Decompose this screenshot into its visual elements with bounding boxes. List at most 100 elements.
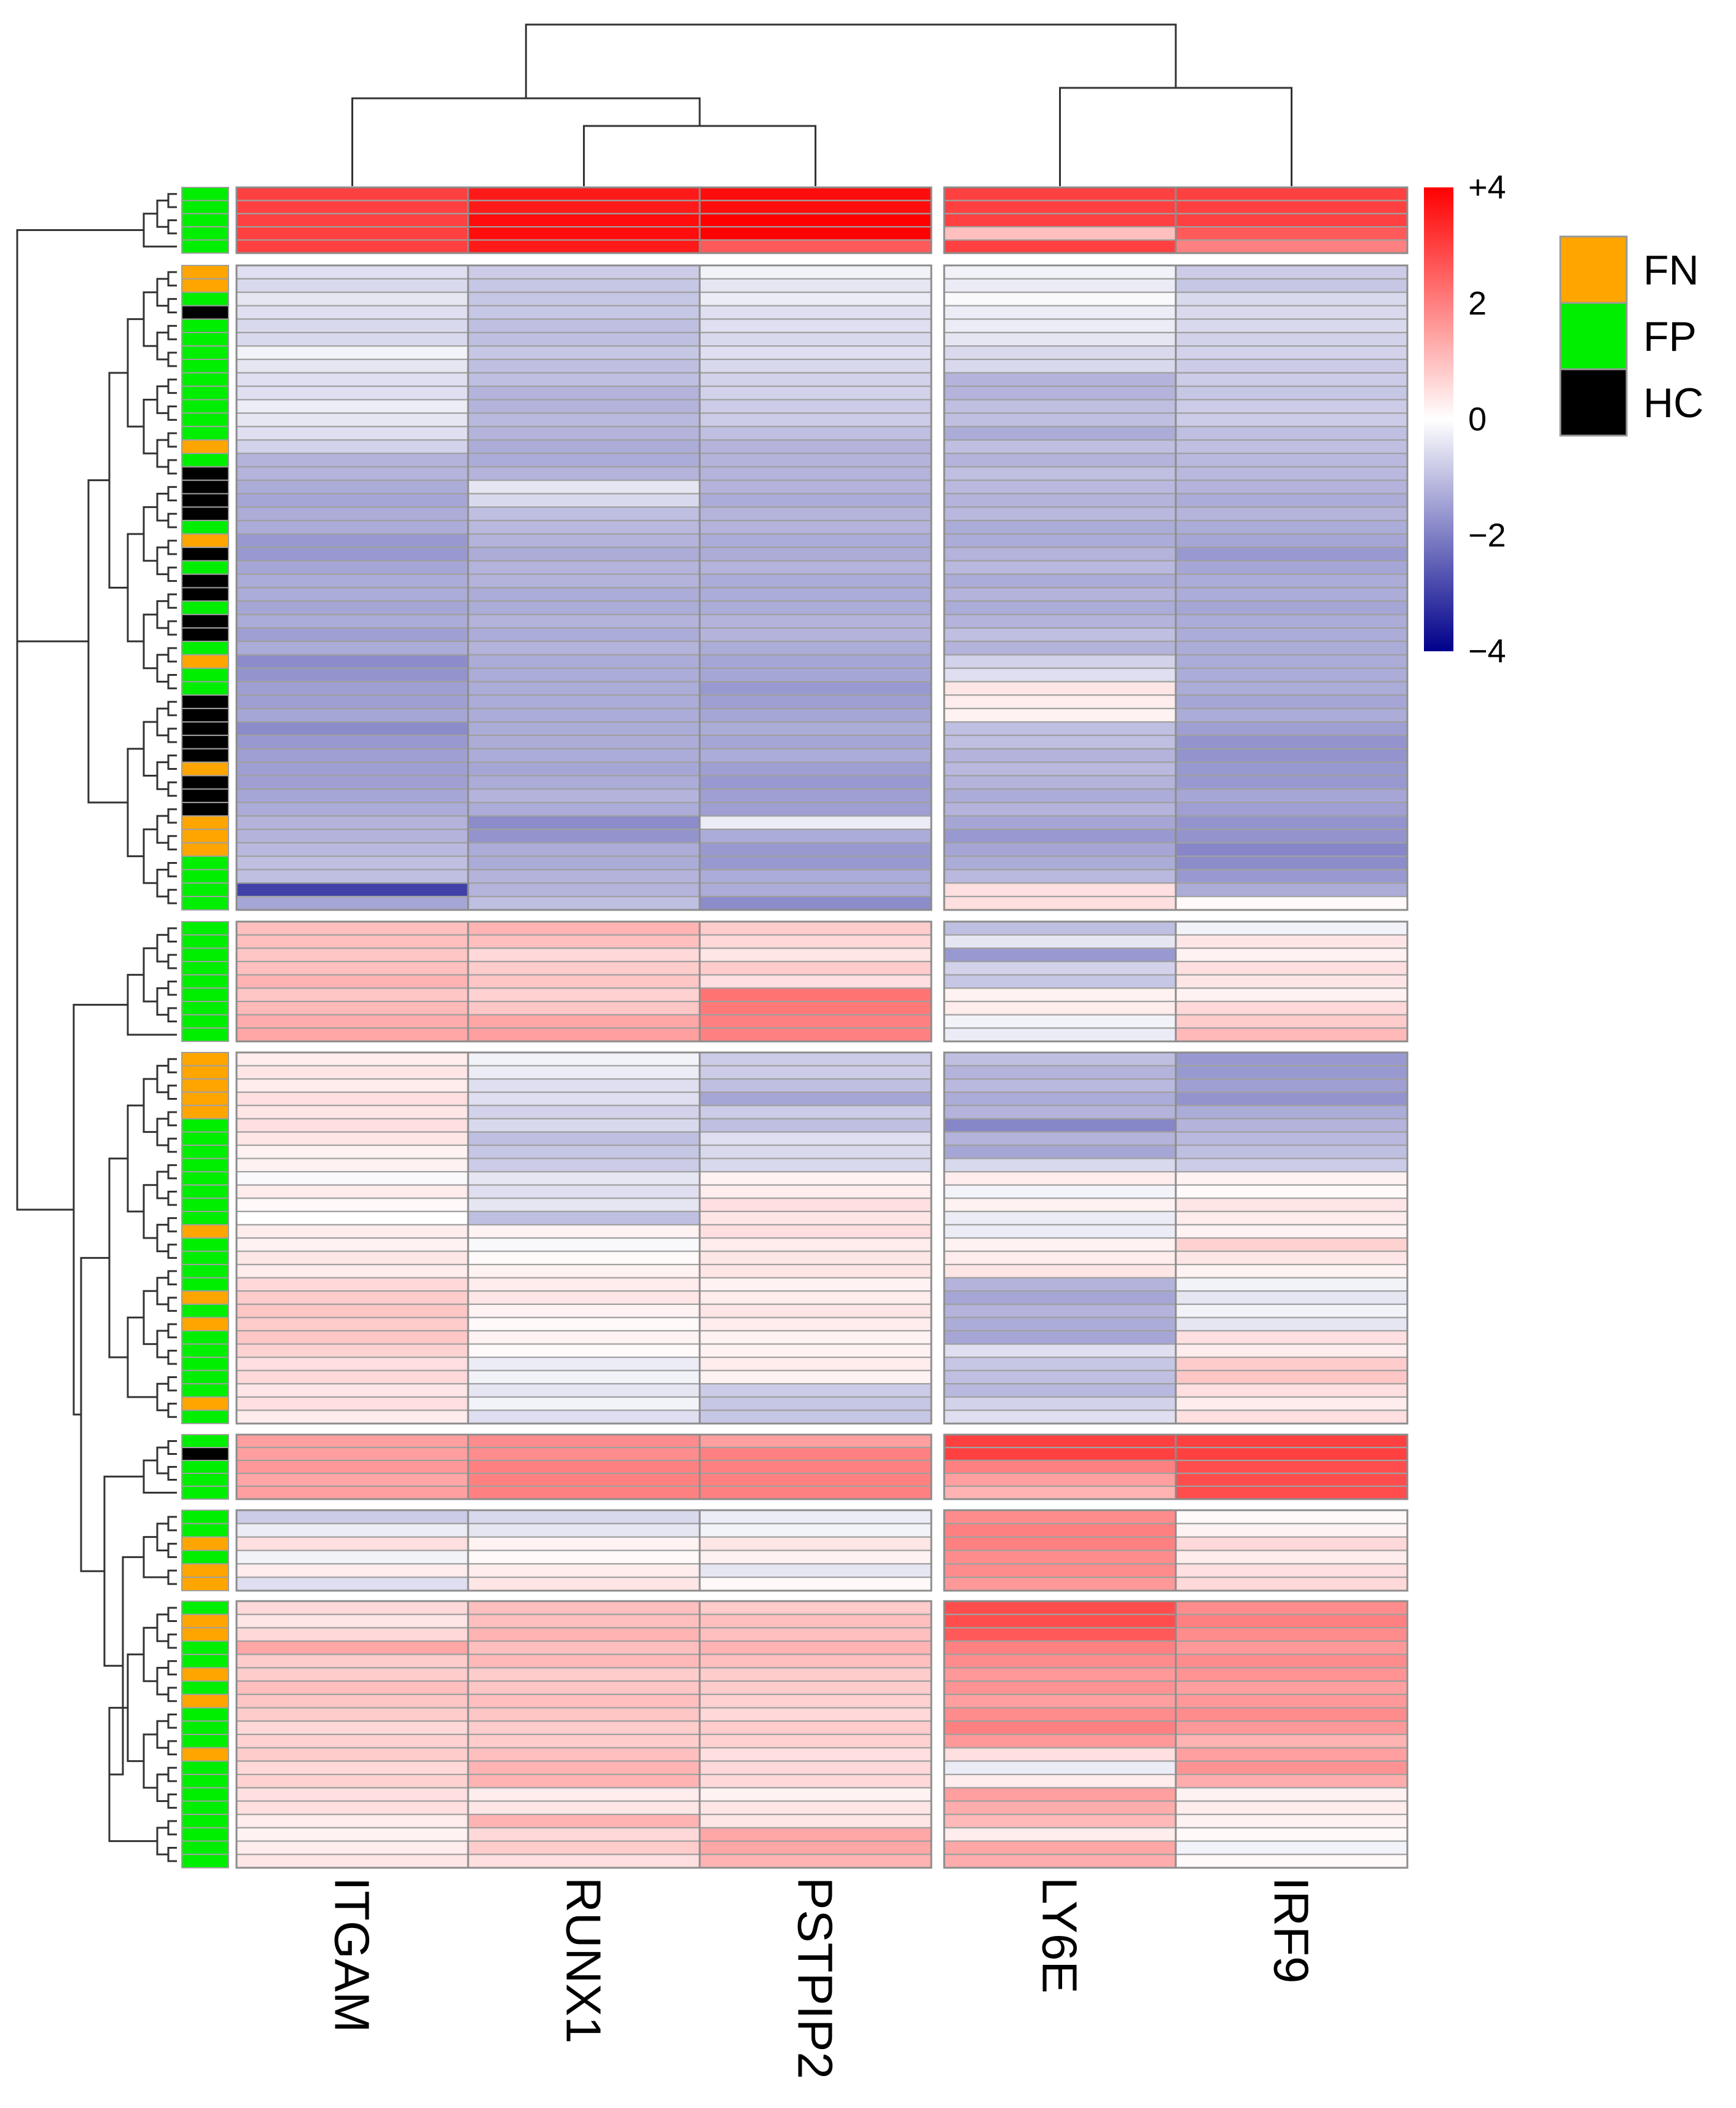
heatmap-cell [1175, 264, 1409, 280]
dendrogram-branch [167, 781, 177, 797]
heatmap-cell [235, 1627, 469, 1642]
column-label-ly6e: LY6E [1033, 1877, 1087, 1994]
heatmap-cell [1175, 332, 1409, 347]
heatmap-cell [698, 1409, 933, 1425]
heatmap-cell [1175, 1237, 1409, 1252]
heatmap-cell [1175, 734, 1409, 750]
heatmap-cell [235, 1854, 469, 1869]
heatmap-cell [1175, 1433, 1409, 1449]
annotation-cell [181, 452, 229, 468]
heatmap-cell [698, 1563, 933, 1578]
heatmap-cell [943, 1640, 1177, 1655]
heatmap-cell [235, 1065, 469, 1080]
annotation-cell [181, 1800, 229, 1816]
heatmap-cell [467, 1369, 701, 1385]
heatmap-cell [1175, 1814, 1409, 1828]
block-frame [235, 1433, 933, 1500]
heatmap-cell [235, 802, 469, 817]
heatmap-cell [943, 1693, 1177, 1709]
heatmap-cell [467, 573, 701, 589]
heatmap-cell [235, 1472, 469, 1487]
legend-swatch-fp [1559, 302, 1628, 370]
heatmap-cell [698, 1014, 933, 1029]
heatmap-cell [467, 761, 701, 777]
annotation-cell [181, 1814, 229, 1828]
heatmap-cell [943, 399, 1177, 414]
heatmap-cell [1175, 1369, 1409, 1385]
heatmap-cell [467, 896, 701, 911]
heatmap-cell [943, 200, 1177, 214]
annotation-cell [181, 1640, 229, 1655]
heatmap-cell [1175, 439, 1409, 455]
heatmap-cell [235, 947, 469, 963]
dendrogram-branch [156, 199, 168, 228]
block-frame [235, 920, 933, 1043]
heatmap-cell [235, 1210, 469, 1226]
heatmap-cell [235, 1396, 469, 1411]
heatmap-cell [1175, 788, 1409, 804]
heatmap-cell [1175, 775, 1409, 790]
annotation-cell [181, 869, 229, 884]
heatmap-cell [235, 1667, 469, 1682]
heatmap-cell [943, 869, 1177, 884]
heatmap-cell [235, 1250, 469, 1266]
annotation-cell [181, 1510, 229, 1524]
annotation-cell [181, 1720, 229, 1736]
heatmap-cell [1175, 855, 1409, 871]
heatmap-cell [943, 1800, 1177, 1816]
heatmap-cell [235, 869, 469, 884]
heatmap-cell [943, 1409, 1177, 1425]
heatmap-cell [235, 708, 469, 723]
annotation-cell [181, 265, 229, 280]
heatmap-cell [235, 1197, 469, 1212]
heatmap-cell [467, 1409, 701, 1425]
heatmap-cell [467, 600, 701, 616]
heatmap-cell [235, 1577, 469, 1592]
heatmap-cell [698, 332, 933, 347]
heatmap-cell [698, 1446, 933, 1462]
heatmap-cell [943, 920, 1177, 936]
block-frame [235, 264, 933, 911]
heatmap-cell [235, 1144, 469, 1159]
heatmap-cell [943, 1613, 1177, 1629]
dendrogram-branch [143, 213, 177, 248]
heatmap-cell [698, 573, 933, 589]
dendrogram-branch [167, 927, 177, 942]
heatmap-cell [1175, 1409, 1409, 1425]
heatmap-cell [467, 186, 701, 202]
heatmap-cell [698, 1131, 933, 1146]
row-group [235, 186, 1409, 254]
heatmap-cell [943, 466, 1177, 481]
heatmap-cell [467, 1787, 701, 1802]
heatmap-cell [235, 640, 469, 656]
heatmap-cell [1175, 694, 1409, 710]
heatmap-cell [467, 640, 701, 656]
heatmap-cell [698, 1760, 933, 1776]
heatmap-cell [467, 934, 701, 949]
heatmap-cell [235, 721, 469, 736]
heatmap-cell [1175, 1827, 1409, 1842]
dendrogram-branch [156, 1118, 168, 1146]
heatmap-cell [698, 1693, 933, 1709]
heatmap-cell [943, 412, 1177, 428]
heatmap-cell [467, 1118, 701, 1133]
block-frame [235, 1051, 933, 1425]
legend-label-fn: FN [1643, 247, 1699, 294]
heatmap-cell [1175, 708, 1409, 723]
heatmap-cell [943, 1250, 1177, 1266]
heatmap-cell [698, 264, 933, 280]
heatmap-cell [235, 667, 469, 683]
heatmap-cell [943, 1653, 1177, 1669]
dendrogram-branch [143, 399, 157, 455]
heatmap-cell [467, 667, 701, 683]
heatmap-cell [1175, 1250, 1409, 1266]
heatmap-cell [467, 1827, 701, 1842]
heatmap-cell [235, 426, 469, 441]
row-group [235, 264, 1409, 911]
heatmap-cell [943, 1840, 1177, 1855]
heatmap-cell [1175, 412, 1409, 428]
heatmap-cell [1175, 1840, 1409, 1855]
heatmap-cell [1175, 1290, 1409, 1305]
dendrogram-branch [167, 1440, 177, 1455]
heatmap-cell [467, 213, 701, 228]
